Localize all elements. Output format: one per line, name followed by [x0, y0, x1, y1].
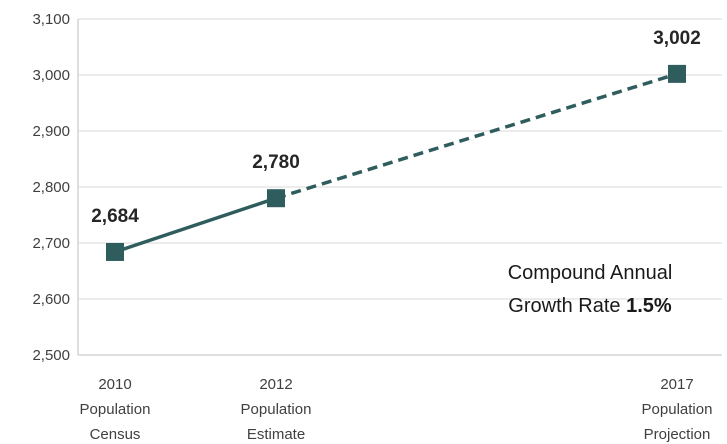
- y-tick-label: 3,100: [32, 11, 70, 28]
- y-axis: 2,500 2,600 2,700 2,800 2,900 3,000 3,100: [32, 11, 79, 364]
- annotation-line-2: Growth Rate 1.5%: [508, 295, 672, 317]
- data-point-marker: [668, 64, 686, 83]
- actual-line-segment: [114, 196, 277, 254]
- data-label: 3,002: [653, 28, 701, 49]
- y-tick-label: 2,900: [32, 123, 70, 140]
- x-tick-label: 2010 Population Census: [80, 376, 151, 443]
- data-point-marker: [106, 242, 124, 261]
- y-tick-label: 2,700: [32, 235, 70, 252]
- annotation-line-1: Compound Annual: [508, 262, 673, 284]
- projection-line-segment: [275, 72, 678, 200]
- data-label: 2,684: [91, 206, 139, 227]
- y-tick-label: 2,600: [32, 291, 70, 308]
- x-tick-label: 2017 Population Projection: [642, 376, 713, 443]
- growth-rate-value: 1.5%: [626, 295, 672, 317]
- data-labels: 2,684 2,780 3,002: [91, 28, 701, 227]
- x-axis: 2010 Population Census 2012 Population Estima…: [78, 354, 722, 443]
- series-markers: [106, 64, 686, 261]
- annotation-line-2-prefix: Growth Rate: [508, 295, 626, 317]
- y-tick-label: 2,500: [32, 347, 70, 364]
- y-tick-label: 3,000: [32, 67, 70, 84]
- data-point-marker: [267, 189, 285, 208]
- gridlines: [78, 18, 722, 356]
- y-tick-label: 2,800: [32, 179, 70, 196]
- data-label: 2,780: [252, 152, 300, 173]
- series-lines: [114, 72, 678, 254]
- x-tick-label: 2012 Population Estimate: [241, 376, 312, 443]
